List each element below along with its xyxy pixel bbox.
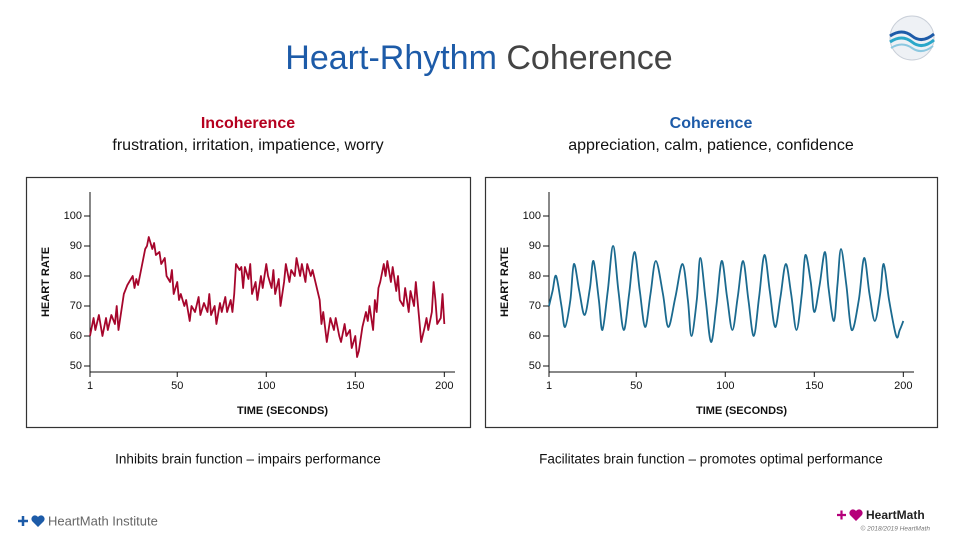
footer-right-text: HeartMath [866, 508, 925, 522]
x-axis-label: TIME (SECONDS) [237, 405, 328, 417]
logo-circle [889, 15, 935, 61]
x-axis-label: TIME (SECONDS) [696, 405, 787, 417]
y-tick-label: 90 [70, 240, 82, 252]
chart-caption: Inhibits brain function – impairs perfor… [115, 452, 381, 467]
y-tick-label: 90 [529, 240, 541, 252]
heart-rate-line [89, 236, 446, 358]
logo-wave [890, 43, 934, 52]
chart-title: Coherence [670, 115, 753, 132]
top-logo [889, 15, 935, 61]
title-part: Heart-Rhythm [285, 39, 497, 77]
y-tick-label: 50 [529, 360, 541, 372]
x-tick-label: 1 [546, 380, 552, 392]
title-part: Coherence [506, 39, 672, 77]
footer-right: HeartMath © 2018/2019 HeartMath [837, 508, 930, 533]
x-tick-label: 50 [171, 380, 183, 392]
panel-frame [25, 176, 472, 429]
slide-title: Heart-Rhythm Coherence [285, 39, 672, 77]
plus-icon [18, 516, 28, 526]
y-axis-label: HEART RATE [499, 247, 511, 317]
heart-icon [849, 509, 863, 521]
chart-caption: Facilitates brain function – promotes op… [539, 452, 883, 467]
x-tick-label: 1 [87, 380, 93, 392]
y-tick-label: 60 [529, 330, 541, 342]
y-tick-label: 80 [529, 270, 541, 282]
chart-subtitle: appreciation, calm, patience, confidence [568, 137, 854, 154]
panel-frame [484, 176, 939, 429]
plus-icon [837, 510, 846, 520]
x-tick-label: 50 [630, 380, 642, 392]
y-tick-label: 50 [70, 360, 82, 372]
chart-subtitle: frustration, irritation, impatience, wor… [112, 137, 383, 154]
copyright: © 2018/2019 HeartMath [861, 525, 931, 533]
footer-left-text: HeartMath Institute [48, 513, 158, 528]
footer-left: HeartMath Institute [18, 513, 158, 528]
y-tick-label: 100 [523, 210, 541, 222]
x-tick-label: 200 [894, 380, 912, 392]
x-tick-label: 150 [805, 380, 823, 392]
y-tick-label: 60 [70, 330, 82, 342]
chart-title: Incoherence [201, 115, 295, 132]
y-tick-label: 80 [70, 270, 82, 282]
x-tick-label: 100 [257, 380, 275, 392]
y-tick-label: 100 [64, 210, 82, 222]
heart-icon [31, 515, 45, 527]
x-tick-label: 100 [716, 380, 734, 392]
x-tick-label: 150 [346, 380, 364, 392]
y-tick-label: 70 [70, 300, 82, 312]
logo-wave [889, 30, 935, 41]
y-tick-label: 70 [529, 300, 541, 312]
y-axis-label: HEART RATE [40, 247, 52, 317]
x-tick-label: 200 [435, 380, 453, 392]
logo-wave [889, 36, 935, 47]
panels: Incoherence frustration, irritation, impa… [25, 115, 939, 467]
heart-rate-line [548, 245, 905, 343]
